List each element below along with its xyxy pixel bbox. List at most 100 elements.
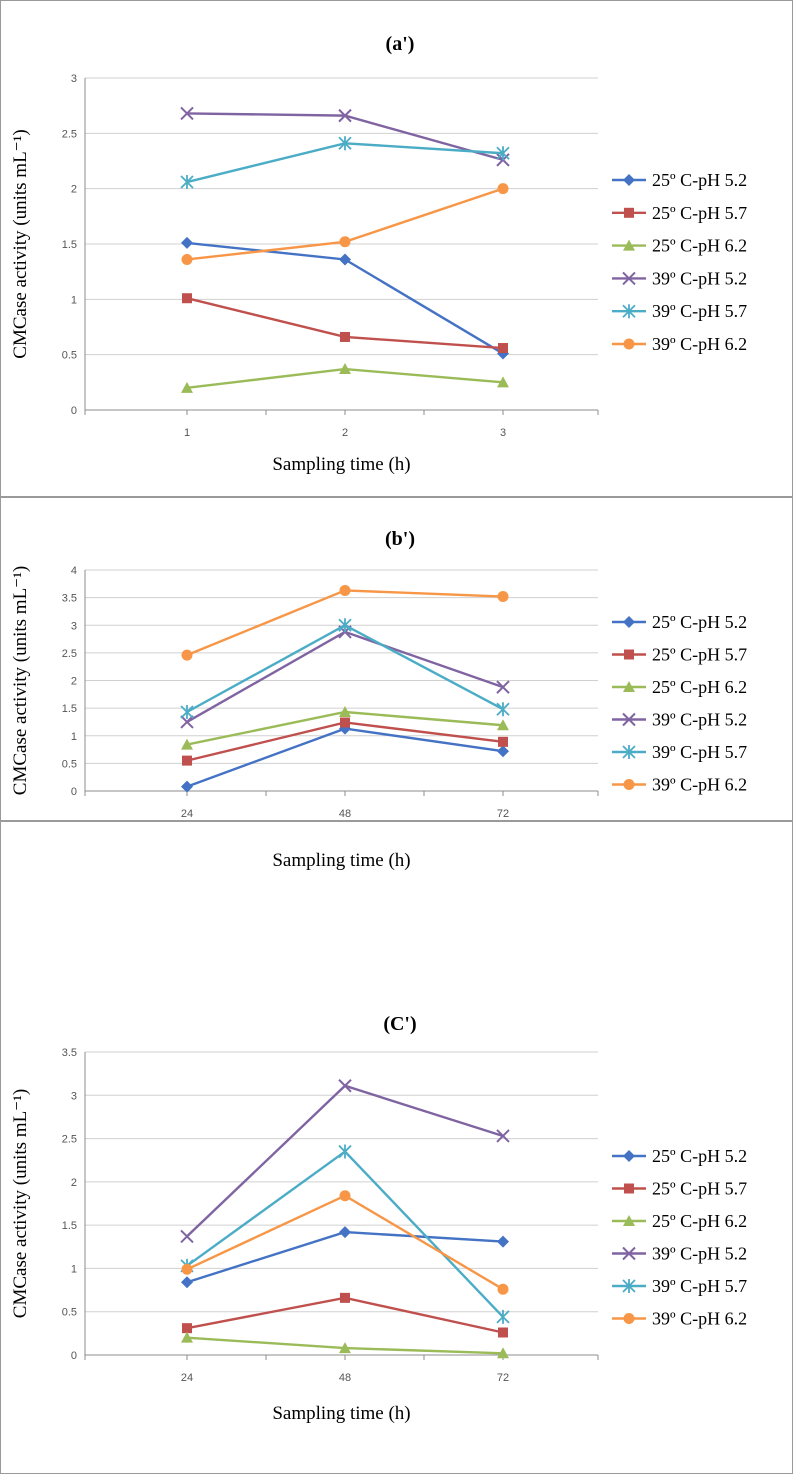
chart-2: 0 0.5 1 1.5 2 2.5 3 3.5 24 48 72 (C') Sampling time … <box>10 1013 747 1424</box>
legend-marker <box>623 616 635 628</box>
x-tick-label: 24 <box>181 808 193 820</box>
data-point <box>338 1144 352 1159</box>
data-point <box>339 584 351 596</box>
x-axis-label: Sampling time (h) <box>272 454 410 475</box>
data-point <box>339 236 351 248</box>
data-point <box>180 715 194 729</box>
legend-label: 25º C-pH 5.7 <box>652 203 747 223</box>
legend-label: 39º C-pH 5.7 <box>652 301 747 321</box>
data-point <box>181 1276 193 1289</box>
series-1 <box>182 1292 508 1338</box>
legend-label: 25º C-pH 5.7 <box>652 1179 747 1199</box>
y-tick-label: 1 <box>71 294 77 306</box>
series-2 <box>181 705 509 750</box>
y-tick-label: 0.5 <box>62 350 77 362</box>
data-point <box>181 253 193 265</box>
y-axis-label: CMCase activity (units mL⁻¹) <box>10 566 31 795</box>
y-tick-label: 0.5 <box>62 758 77 770</box>
data-point <box>339 363 351 375</box>
data-point <box>181 738 193 750</box>
series-line <box>186 1084 504 1238</box>
y-tick-label: 3 <box>71 1090 77 1102</box>
legend-label: 39º C-pH 6.2 <box>652 334 747 354</box>
data-point <box>498 1327 508 1338</box>
legend-marker <box>623 1150 635 1162</box>
data-point <box>180 106 194 121</box>
legend-label: 25º C-pH 6.2 <box>652 236 747 256</box>
legend-marker <box>623 338 635 350</box>
y-tick-label: 2 <box>71 676 77 688</box>
legend-marker <box>622 1246 636 1261</box>
data-point <box>339 1190 351 1202</box>
series-5 <box>181 584 509 661</box>
series-1 <box>182 293 508 354</box>
y-tick-label: 1.5 <box>62 1220 77 1232</box>
y-axis-label: CMCase activity (units mL⁻¹) <box>10 129 31 358</box>
data-point <box>338 108 352 123</box>
data-point <box>497 1235 509 1248</box>
data-point <box>180 175 194 190</box>
data-point <box>181 1263 193 1275</box>
series-line <box>186 727 504 788</box>
x-tick-label: 48 <box>339 1372 351 1384</box>
y-tick-label: 2.5 <box>62 1134 77 1146</box>
legend-marker <box>622 304 636 319</box>
legend-label: 39º C-pH 5.7 <box>652 742 747 762</box>
legend: 25º C-pH 5.2 25º C-pH 5.7 25º C-pH 6.2 39º … <box>612 170 747 354</box>
series-5 <box>181 1190 509 1295</box>
legend-label: 25º C-pH 5.7 <box>652 645 747 665</box>
legend-label: 39º C-pH 5.7 <box>652 1276 747 1296</box>
data-point <box>339 705 351 717</box>
y-tick-label: 2.5 <box>62 128 77 140</box>
x-tick-label: 48 <box>339 808 351 820</box>
legend-label: 25º C-pH 5.2 <box>652 1146 747 1166</box>
x-tick-label: 1 <box>184 427 190 439</box>
legend-label: 25º C-pH 6.2 <box>652 677 747 697</box>
series-line <box>186 623 504 714</box>
data-point <box>338 618 352 633</box>
y-tick-label: 0 <box>71 405 77 417</box>
data-point <box>496 702 510 717</box>
legend-label: 25º C-pH 5.2 <box>652 170 747 190</box>
data-point <box>498 736 508 747</box>
legend-marker <box>623 1313 635 1324</box>
data-point <box>181 236 193 249</box>
data-point <box>340 717 350 728</box>
data-point <box>496 1129 510 1143</box>
series-4 <box>180 618 510 719</box>
x-axis-label: Sampling time (h) <box>272 850 410 871</box>
data-point <box>497 719 509 731</box>
x-tick-label: 2 <box>342 427 348 439</box>
data-point <box>182 1323 192 1334</box>
data-point <box>339 253 351 266</box>
chart-panel-a <box>0 0 793 497</box>
series-3 <box>180 1079 510 1244</box>
y-tick-label: 0.5 <box>62 1307 77 1319</box>
legend-marker <box>622 1279 636 1293</box>
legend-marker <box>623 681 635 692</box>
legend-label: 39º C-pH 5.2 <box>652 710 747 730</box>
data-point <box>180 1229 194 1244</box>
data-point <box>496 680 510 694</box>
data-point <box>498 343 508 354</box>
series-4 <box>180 136 510 190</box>
legend-marker <box>622 271 636 286</box>
y-tick-label: 0 <box>71 1350 77 1362</box>
data-point <box>181 780 193 793</box>
chart-0: 0 0.5 1 1.5 2 2.5 3 1 2 3 (a') Sampling time (h) CMC… <box>10 33 747 475</box>
legend-label: 39º C-pH 5.2 <box>652 268 747 288</box>
data-point <box>182 755 192 766</box>
chart-title: (a') <box>386 33 415 55</box>
series-0 <box>181 722 509 793</box>
legend-label: 25º C-pH 6.2 <box>652 1211 747 1231</box>
data-point <box>497 591 509 603</box>
legend: 25º C-pH 5.2 25º C-pH 5.7 25º C-pH 6.2 39º … <box>612 612 747 795</box>
legend-marker <box>624 1183 634 1194</box>
y-tick-label: 3.5 <box>62 1047 77 1059</box>
data-point <box>497 1283 509 1295</box>
legend-marker <box>622 745 636 759</box>
y-tick-label: 1.5 <box>62 239 77 251</box>
legend-marker <box>623 239 635 251</box>
series-0 <box>181 236 509 360</box>
